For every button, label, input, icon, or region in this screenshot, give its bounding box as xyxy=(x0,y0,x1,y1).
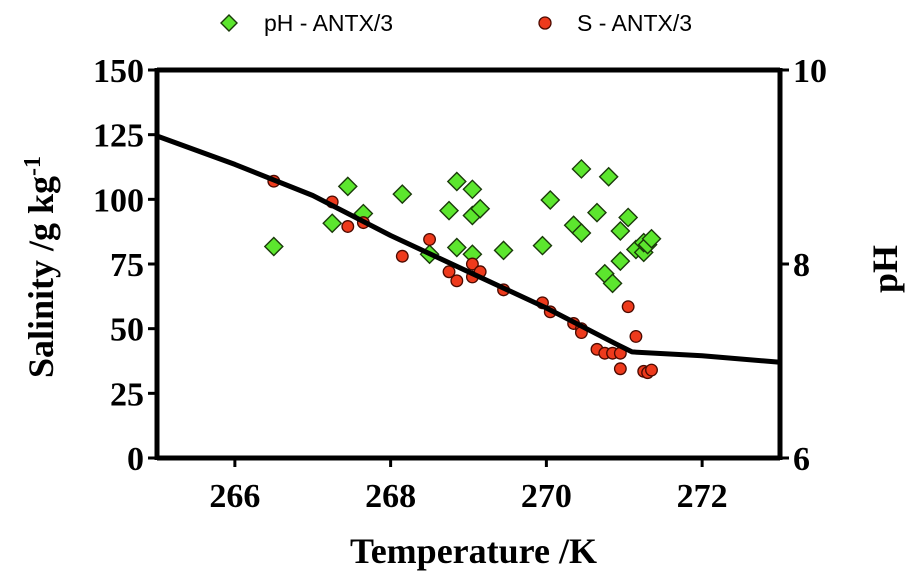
ph-point-30 xyxy=(641,228,662,249)
x-tick-label-266: 266 xyxy=(209,478,260,515)
legend: pH - ANTX/3 S - ANTX/3 xyxy=(220,10,692,36)
ph-point-21 xyxy=(598,166,619,187)
fit-line xyxy=(156,133,781,365)
ph-point-13 xyxy=(493,240,514,261)
x-tick-label-268: 268 xyxy=(365,478,416,515)
y-left-tick-label-100: 100 xyxy=(93,182,144,219)
ph-point-22 xyxy=(602,273,623,294)
ph-point-2 xyxy=(337,176,358,197)
salinity-point-22 xyxy=(621,300,635,314)
ph-point-14 xyxy=(532,235,553,256)
ph-point-1 xyxy=(322,213,343,234)
x-tick-label-270: 270 xyxy=(521,478,572,515)
ph-point-19 xyxy=(587,202,607,223)
y-left-tick-label-50: 50 xyxy=(110,312,144,349)
salinity-point-26 xyxy=(645,363,658,377)
y-right-tick-label-8: 8 xyxy=(793,247,810,284)
ph-point-24 xyxy=(610,221,631,242)
y-left-tick-label-125: 125 xyxy=(93,118,144,155)
salinity-point-4 xyxy=(395,249,409,263)
legend-ph-label: pH - ANTX/3 xyxy=(264,10,393,36)
axes-layer: 266 268 270 272 0 25 50 75 100 125 150 6 8 10 Temperat… xyxy=(20,53,905,571)
salinity-point-8 xyxy=(465,257,479,271)
ph-point-18 xyxy=(571,158,592,179)
ph-point-25 xyxy=(618,207,639,228)
ph-point-12 xyxy=(470,198,491,219)
legend-salinity-label: S - ANTX/3 xyxy=(577,10,692,36)
ph-point-4 xyxy=(392,184,413,205)
salinity-point-2 xyxy=(341,220,355,233)
ph-point-23 xyxy=(610,251,631,272)
y-left-axis-title: Salinity /g kg-1 xyxy=(20,156,61,378)
y-left-tick-label-150: 150 xyxy=(93,53,144,90)
ph-point-10 xyxy=(462,179,483,200)
y-left-axis-title-main: Salinity /g kg xyxy=(21,176,61,378)
ph-point-7 xyxy=(446,171,467,192)
y-left-tick-label-0: 0 xyxy=(127,441,144,478)
salinity-point-6 xyxy=(442,265,456,279)
y-right-tick-label-10: 10 xyxy=(793,53,827,90)
y-right-axis-title: pH xyxy=(865,245,905,293)
y-left-tick-label-25: 25 xyxy=(110,376,144,413)
salinity-point-21 xyxy=(613,362,627,376)
legend-ph-marker xyxy=(220,14,238,32)
legend-salinity-marker xyxy=(538,16,552,30)
x-tick-label-272: 272 xyxy=(677,478,728,515)
salinity-point-5 xyxy=(423,232,437,246)
y-right-tick-label-6: 6 xyxy=(793,441,810,478)
ph-point-8 xyxy=(446,237,467,258)
series-layer xyxy=(156,133,781,380)
ph-point-0 xyxy=(263,236,284,257)
ph-point-15 xyxy=(540,189,561,210)
y-left-tick-label-75: 75 xyxy=(110,247,144,284)
y-left-axis-title-superscript: -1 xyxy=(20,156,46,176)
salinity-point-23 xyxy=(629,329,643,343)
salinity-point-7 xyxy=(450,274,464,288)
ph-point-17 xyxy=(571,222,592,243)
x-axis-title: Temperature /K xyxy=(350,531,597,571)
ph-point-6 xyxy=(439,200,460,221)
